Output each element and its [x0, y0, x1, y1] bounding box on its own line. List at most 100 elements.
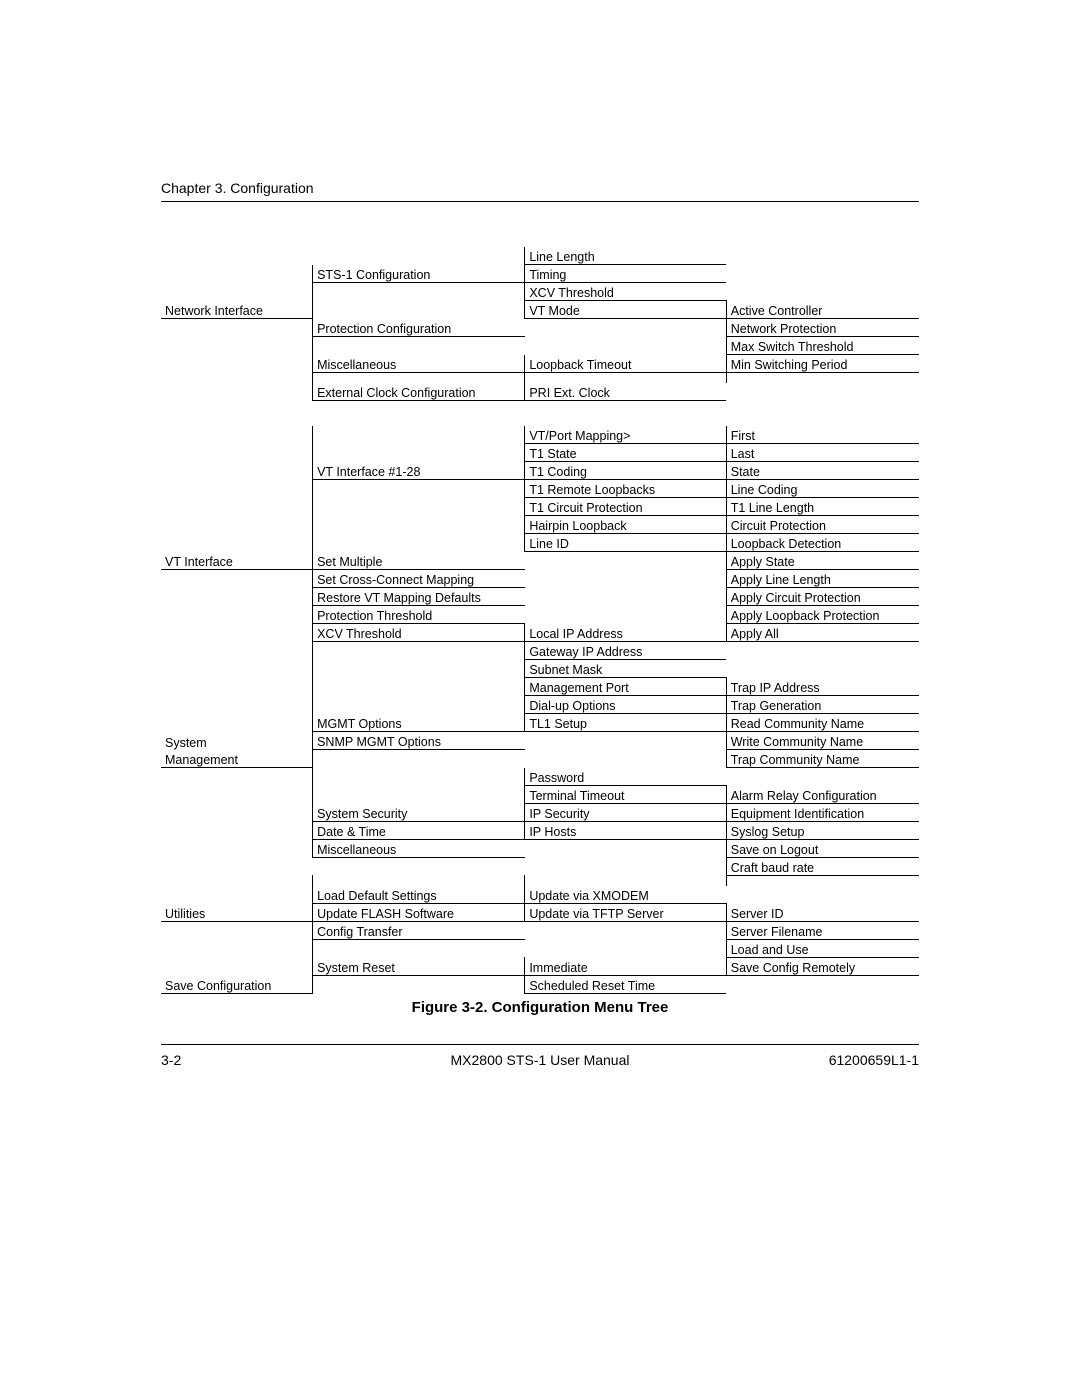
menu-cell [525, 750, 726, 768]
menu-cell [313, 678, 525, 696]
menu-cell [726, 886, 919, 904]
menu-cell [161, 821, 313, 839]
menu-cell [313, 768, 525, 786]
menu-cell: External Clock Configuration [313, 383, 525, 401]
menu-row: Protection ThresholdApply Loopback Prote… [161, 606, 919, 624]
menu-cell [313, 283, 525, 301]
menu-cell [726, 768, 919, 786]
menu-cell [313, 426, 525, 444]
rule-top [161, 201, 919, 202]
menu-row: VT Interface #1-28T1 CodingState [161, 462, 919, 480]
menu-cell [313, 337, 525, 355]
menu-cell: First [726, 426, 919, 444]
menu-cell [313, 696, 525, 714]
menu-cell: Trap IP Address [726, 678, 919, 696]
spacer-row [161, 401, 919, 427]
menu-cell [313, 642, 525, 660]
menu-cell: Miscellaneous [313, 839, 525, 857]
menu-cell [525, 337, 726, 355]
menu-cell: Local IP Address [525, 624, 726, 642]
menu-cell: Last [726, 444, 919, 462]
menu-cell [161, 886, 313, 904]
menu-cell: Immediate [525, 957, 726, 975]
menu-row: Max Switch Threshold [161, 337, 919, 355]
menu-cell [313, 939, 525, 957]
menu-cell: System Security [313, 803, 525, 821]
menu-cell [525, 857, 726, 875]
menu-cell [161, 660, 313, 678]
menu-cell [161, 570, 313, 588]
menu-cell: Terminal Timeout [525, 785, 726, 803]
menu-cell: Scheduled Reset Time [525, 975, 726, 993]
menu-cell [313, 857, 525, 875]
menu-row: Load Default SettingsUpdate via XMODEM [161, 886, 919, 904]
menu-row: Line IDLoopback Detection [161, 534, 919, 552]
menu-cell: Apply State [726, 552, 919, 570]
menu-row: Craft baud rate [161, 857, 919, 875]
menu-cell [525, 939, 726, 957]
menu-cell: T1 Coding [525, 462, 726, 480]
menu-cell [313, 975, 525, 993]
menu-cell [313, 660, 525, 678]
menu-cell [161, 426, 313, 444]
menu-cell: Craft baud rate [726, 857, 919, 875]
menu-row: VT InterfaceSet MultipleApply State [161, 552, 919, 570]
rule-bottom [161, 1044, 919, 1045]
menu-cell: State [726, 462, 919, 480]
menu-cell: Equipment Identification [726, 803, 919, 821]
menu-cell: T1 Line Length [726, 498, 919, 516]
menu-cell [161, 355, 313, 373]
menu-cell [161, 588, 313, 606]
menu-row: External Clock ConfigurationPRI Ext. Clo… [161, 383, 919, 401]
menu-cell: XCV Threshold [525, 283, 726, 301]
menu-row: VT/Port Mapping>First [161, 426, 919, 444]
menu-cell [161, 498, 313, 516]
menu-cell [525, 732, 726, 750]
menu-cell [525, 921, 726, 939]
menu-cell [525, 552, 726, 570]
menu-cell [161, 857, 313, 875]
menu-cell: IP Security [525, 803, 726, 821]
menu-row: ManagementTrap Community Name [161, 750, 919, 768]
menu-cell: Max Switch Threshold [726, 337, 919, 355]
menu-row: T1 Remote LoopbacksLine Coding [161, 480, 919, 498]
menu-cell [161, 247, 313, 265]
spacer-row [161, 373, 919, 384]
menu-cell: IP Hosts [525, 821, 726, 839]
menu-cell: T1 Circuit Protection [525, 498, 726, 516]
menu-cell: Protection Threshold [313, 606, 525, 624]
spacer-row [161, 875, 919, 886]
menu-cell [726, 642, 919, 660]
menu-cell: Network Protection [726, 319, 919, 337]
menu-cell [161, 957, 313, 975]
menu-row: T1 Circuit ProtectionT1 Line Length [161, 498, 919, 516]
menu-cell: Line Length [525, 247, 726, 265]
menu-row: Restore VT Mapping DefaultsApply Circuit… [161, 588, 919, 606]
menu-cell: Load Default Settings [313, 886, 525, 904]
menu-cell: Update via TFTP Server [525, 903, 726, 921]
menu-cell: Date & Time [313, 821, 525, 839]
menu-cell [161, 624, 313, 642]
menu-row: Terminal TimeoutAlarm Relay Configuratio… [161, 785, 919, 803]
menu-cell [161, 642, 313, 660]
menu-row: Set Cross-Connect MappingApply Line Leng… [161, 570, 919, 588]
menu-cell: Management [161, 750, 313, 768]
menu-cell [161, 839, 313, 857]
menu-cell: Write Community Name [726, 732, 919, 750]
menu-cell: TL1 Setup [525, 714, 726, 732]
menu-cell: Network Interface [161, 301, 313, 319]
menu-row: SystemSNMP MGMT OptionsWrite Community N… [161, 732, 919, 750]
chapter-title: Chapter 3. Configuration [161, 180, 314, 196]
menu-cell: Password [525, 768, 726, 786]
menu-row: System ResetImmediateSave Config Remotel… [161, 957, 919, 975]
menu-tree-table: Line LengthSTS-1 ConfigurationTimingXCV … [161, 247, 919, 994]
menu-cell: VT Interface [161, 552, 313, 570]
footer-manual-title: MX2800 STS-1 User Manual [161, 1052, 919, 1068]
menu-cell [313, 301, 525, 319]
menu-row: Dial-up OptionsTrap Generation [161, 696, 919, 714]
menu-cell: T1 Remote Loopbacks [525, 480, 726, 498]
menu-row: T1 StateLast [161, 444, 919, 462]
menu-cell [313, 480, 525, 498]
menu-cell: MGMT Options [313, 714, 525, 732]
menu-row: MiscellaneousSave on Logout [161, 839, 919, 857]
